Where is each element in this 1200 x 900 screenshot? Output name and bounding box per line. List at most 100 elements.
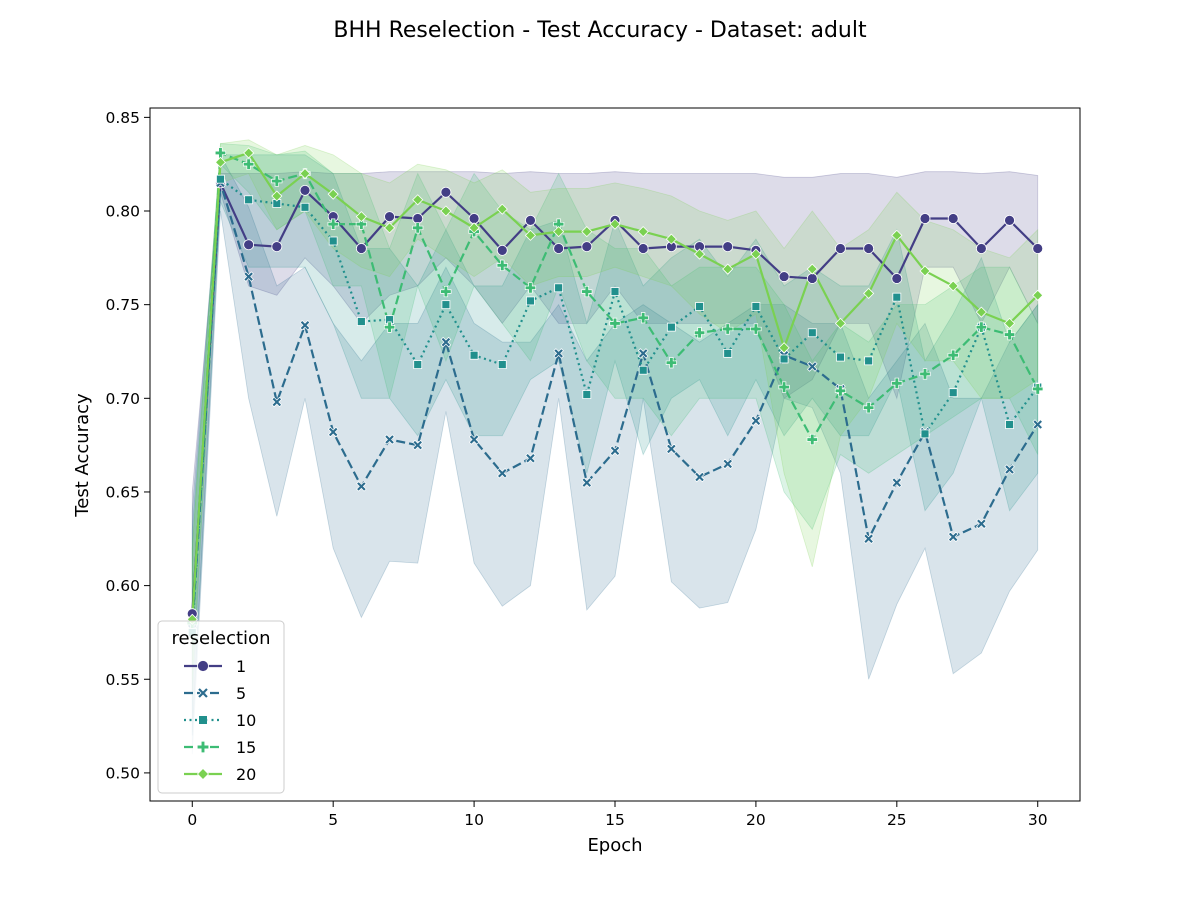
point-series-15 — [327, 218, 339, 230]
band-series-5 — [191, 153, 1039, 755]
point-series-1 — [525, 214, 536, 226]
point-series-20 — [468, 222, 480, 234]
point-series-10 — [610, 287, 620, 296]
point-series-15 — [891, 377, 903, 389]
point-series-5 — [553, 348, 564, 359]
point-series-10 — [216, 174, 225, 184]
point-series-15 — [975, 321, 987, 333]
x-tick-label: 30 — [1028, 811, 1048, 829]
point-series-1 — [891, 273, 903, 284]
x-tick-label: 10 — [464, 811, 484, 829]
point-series-5 — [863, 533, 874, 545]
point-series-5 — [666, 443, 677, 455]
point-series-20 — [383, 222, 396, 234]
point-series-5 — [384, 434, 395, 445]
point-series-5 — [440, 336, 452, 348]
x-axis-ticks: 0 5 10 15 20 25 30 — [187, 801, 1048, 829]
point-series-20 — [496, 203, 508, 215]
point-series-1 — [468, 213, 480, 224]
point-series-20 — [750, 248, 762, 260]
point-series-1 — [581, 241, 593, 253]
band-series-1 — [191, 171, 1039, 736]
y-tick-label: 0.85 — [105, 109, 140, 127]
x-tick-label: 5 — [328, 811, 338, 829]
point-series-10 — [807, 328, 817, 338]
legend-marker-1 — [197, 660, 209, 672]
point-series-20 — [271, 190, 283, 202]
point-series-10 — [666, 322, 676, 332]
point-series-20 — [693, 248, 706, 260]
point-series-10 — [244, 195, 254, 205]
point-series-5 — [497, 467, 508, 479]
point-series-20 — [1003, 317, 1016, 329]
point-series-1 — [722, 241, 734, 253]
point-series-1 — [299, 185, 311, 196]
point-series-5 — [581, 477, 593, 488]
point-series-15 — [412, 222, 424, 234]
point-series-1 — [637, 243, 649, 254]
point-series-5 — [525, 453, 536, 464]
point-series-5 — [271, 396, 283, 408]
point-series-1 — [1004, 214, 1015, 226]
point-series-20 — [806, 263, 818, 275]
point-series-1 — [412, 213, 424, 224]
point-series-15 — [581, 285, 593, 298]
point-series-1 — [553, 243, 565, 254]
point-series-10 — [582, 390, 592, 399]
legend-marker-15 — [196, 740, 210, 754]
point-series-10 — [892, 292, 902, 302]
point-series-1 — [778, 271, 790, 282]
point-series-20 — [553, 226, 565, 238]
x-axis-label: Epoch — [587, 835, 642, 856]
point-series-1 — [440, 186, 452, 198]
point-series-1 — [975, 243, 987, 254]
point-series-10 — [695, 302, 704, 311]
point-series-10 — [497, 360, 507, 369]
point-series-20 — [919, 265, 931, 277]
y-tick-label: 0.65 — [105, 483, 140, 501]
y-tick-label: 0.70 — [105, 390, 140, 408]
point-series-1 — [863, 243, 875, 254]
point-series-5 — [1032, 419, 1043, 430]
point-series-20 — [214, 156, 227, 168]
point-series-5 — [609, 445, 621, 456]
point-series-5 — [694, 471, 705, 483]
series-markers — [186, 147, 1044, 637]
point-series-20 — [243, 147, 255, 159]
y-tick-label: 0.50 — [105, 764, 140, 782]
band-series-15 — [191, 143, 1039, 699]
y-tick-label: 0.55 — [105, 671, 140, 689]
point-series-20 — [412, 194, 424, 206]
y-axis-ticks: 0.50 0.55 0.60 0.65 0.70 0.75 0.80 0.85 — [105, 109, 150, 782]
legend-box — [157, 620, 285, 794]
point-series-10 — [751, 302, 761, 311]
legend-label-5: 5 — [236, 684, 246, 703]
point-series-1 — [355, 243, 367, 254]
point-series-10 — [300, 202, 310, 212]
point-series-20 — [975, 306, 987, 318]
point-series-10 — [779, 354, 789, 364]
point-series-10 — [723, 348, 733, 358]
legend-marker-5 — [197, 687, 209, 699]
y-tick-label: 0.60 — [105, 577, 140, 595]
point-series-10 — [413, 360, 423, 369]
point-series-1 — [1032, 243, 1044, 254]
point-series-15 — [355, 218, 367, 230]
point-series-20 — [891, 229, 903, 241]
point-series-15 — [919, 368, 931, 380]
point-series-20 — [637, 226, 649, 238]
point-series-5 — [412, 439, 423, 451]
point-series-15 — [214, 147, 227, 159]
point-series-1 — [835, 243, 846, 254]
point-series-15 — [806, 433, 818, 446]
point-series-15 — [722, 323, 734, 335]
point-series-15 — [496, 259, 508, 271]
point-series-5 — [807, 361, 818, 372]
point-series-5 — [750, 415, 762, 427]
y-tick-label: 0.75 — [105, 296, 140, 314]
point-series-10 — [836, 352, 845, 362]
legend-marker-20 — [196, 767, 210, 781]
point-series-1 — [496, 244, 508, 256]
